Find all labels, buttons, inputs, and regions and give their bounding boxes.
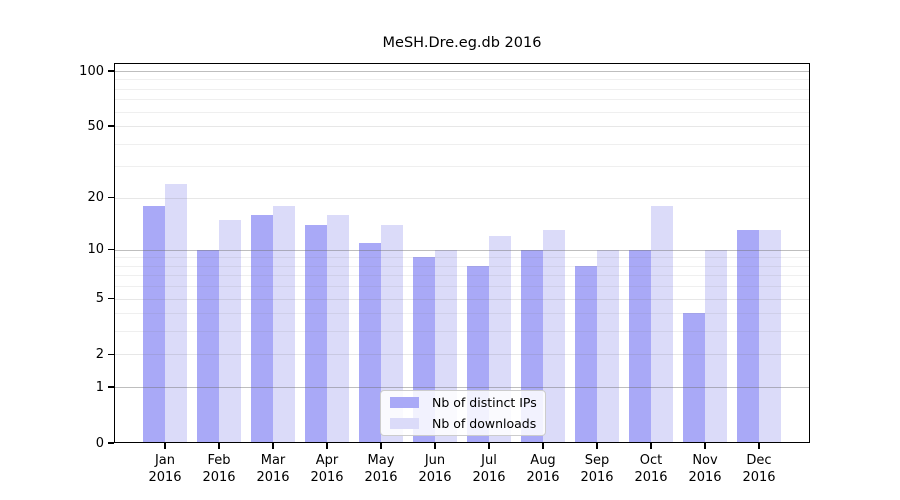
legend-swatch-downloads xyxy=(390,417,419,429)
y-tick-1 xyxy=(108,386,114,388)
gridline-80 xyxy=(114,88,810,90)
gridline-1 xyxy=(114,387,810,389)
x-tick-label-nov: Nov 2016 xyxy=(688,453,722,485)
x-tick-label-jun: Jun 2016 xyxy=(418,453,452,485)
legend-item-distinct-ips: Nb of distinct IPs xyxy=(390,394,537,412)
gridline-4 xyxy=(114,313,810,315)
x-tick-dec xyxy=(758,443,760,449)
x-tick-sep xyxy=(596,443,598,449)
x-tick-label-feb: Feb 2016 xyxy=(202,453,236,485)
gridline-3 xyxy=(114,331,810,333)
gridline-100 xyxy=(114,71,810,73)
gridline-7 xyxy=(114,275,810,277)
x-tick-label-dec: Dec 2016 xyxy=(742,453,776,485)
x-tick-label-jul: Jul 2016 xyxy=(472,453,506,485)
gridline-8 xyxy=(114,265,810,267)
gridline-40 xyxy=(114,143,810,145)
y-tick-label-1: 1 xyxy=(95,379,104,395)
gridline-20 xyxy=(114,197,810,199)
bar-nb-of-downloads-apr xyxy=(327,214,349,443)
x-tick-label-jan: Jan 2016 xyxy=(148,453,182,485)
y-tick-label-0: 0 xyxy=(95,435,104,451)
x-tick-label-oct: Oct 2016 xyxy=(634,453,668,485)
legend: Nb of distinct IPs Nb of downloads xyxy=(380,390,546,436)
x-tick-jun xyxy=(434,443,436,449)
gridline-9 xyxy=(114,257,810,259)
y-tick-label-50: 50 xyxy=(87,118,104,134)
bar-nb-of-downloads-oct xyxy=(651,205,673,443)
gridline-5 xyxy=(114,298,810,300)
bar-nb-of-downloads-aug xyxy=(543,230,565,443)
bar-nb-of-distinct-ips-mar xyxy=(251,214,273,443)
y-tick-100 xyxy=(108,70,114,72)
bar-nb-of-downloads-mar xyxy=(273,205,295,443)
gridline-10 xyxy=(114,249,810,251)
gridline-30 xyxy=(114,166,810,168)
bar-nb-of-distinct-ips-apr xyxy=(305,224,327,443)
x-tick-mar xyxy=(272,443,274,449)
x-tick-may xyxy=(380,443,382,449)
y-tick-label-2: 2 xyxy=(95,346,104,362)
x-tick-label-apr: Apr 2016 xyxy=(310,453,344,485)
chart-title: MeSH.Dre.eg.db 2016 xyxy=(382,35,542,51)
x-tick-aug xyxy=(542,443,544,449)
y-tick-label-100: 100 xyxy=(79,63,104,79)
legend-swatch-distinct-ips xyxy=(390,397,419,409)
x-tick-feb xyxy=(218,443,220,449)
gridline-2 xyxy=(114,354,810,356)
gridline-60 xyxy=(114,111,810,113)
x-tick-label-sep: Sep 2016 xyxy=(580,453,614,485)
x-tick-jan xyxy=(164,443,166,449)
bar-nb-of-distinct-ips-may xyxy=(359,242,381,443)
y-tick-50 xyxy=(108,125,114,127)
bar-nb-of-downloads-sep xyxy=(597,249,619,443)
y-tick-0 xyxy=(108,442,114,444)
gridline-6 xyxy=(114,286,810,288)
bar-nb-of-distinct-ips-jan xyxy=(143,205,165,443)
y-tick-label-20: 20 xyxy=(87,190,104,206)
gridline-50 xyxy=(114,126,810,128)
y-tick-2 xyxy=(108,353,114,356)
bar-nb-of-downloads-may xyxy=(381,224,403,443)
legend-item-downloads: Nb of downloads xyxy=(390,415,536,433)
y-tick-label-10: 10 xyxy=(87,242,104,258)
x-tick-label-mar: Mar 2016 xyxy=(256,453,290,485)
legend-label-downloads: Nb of downloads xyxy=(432,415,537,431)
bar-nb-of-distinct-ips-oct xyxy=(629,249,651,443)
gridline-70 xyxy=(114,99,810,101)
y-tick-10 xyxy=(108,248,114,251)
x-tick-oct xyxy=(650,443,652,449)
x-tick-label-may: May 2016 xyxy=(364,453,398,485)
x-tick-apr xyxy=(326,443,328,449)
bar-nb-of-distinct-ips-sep xyxy=(575,265,597,443)
x-tick-jul xyxy=(488,443,490,449)
bar-nb-of-downloads-dec xyxy=(759,230,781,443)
bar-nb-of-distinct-ips-nov xyxy=(683,313,705,443)
bar-nb-of-distinct-ips-dec xyxy=(737,230,759,443)
y-tick-label-5: 5 xyxy=(95,291,104,307)
bar-nb-of-downloads-jan xyxy=(165,183,187,443)
gridline-90 xyxy=(114,79,810,81)
bar-nb-of-downloads-nov xyxy=(705,249,727,443)
x-tick-label-aug: Aug 2016 xyxy=(526,453,560,485)
bar-nb-of-downloads-feb xyxy=(219,219,241,443)
legend-label-distinct-ips: Nb of distinct IPs xyxy=(432,395,537,411)
y-tick-20 xyxy=(108,196,114,199)
y-tick-5 xyxy=(108,297,114,300)
bar-nb-of-distinct-ips-feb xyxy=(197,249,219,443)
x-tick-nov xyxy=(704,443,706,449)
